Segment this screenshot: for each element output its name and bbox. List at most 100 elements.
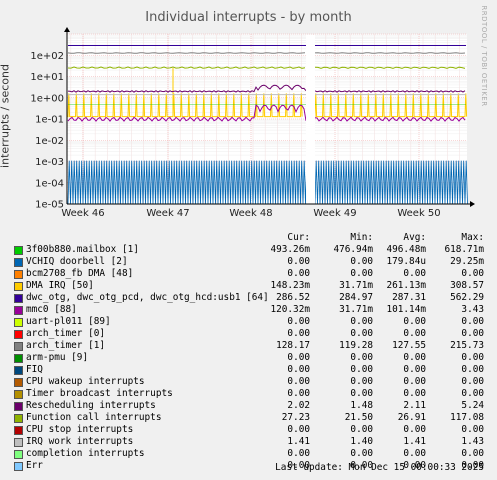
legend-min-value: 284.97: [339, 292, 373, 303]
legend-min-value: 0.00: [350, 256, 373, 267]
x-tick-label: Week 48: [229, 208, 272, 219]
legend-label: FIQ: [26, 364, 43, 375]
x-tick-label: Week 46: [61, 208, 104, 219]
col-min-header: Min:: [350, 232, 373, 243]
legend-avg-value: 127.55: [392, 340, 426, 351]
legend-max-value: 0.00: [461, 352, 484, 363]
y-tick-label: 1e-01: [35, 115, 64, 126]
legend-label: arch_timer [1]: [26, 340, 106, 351]
x-tick-labels: Week 46 Week 47 Week 48 Week 49 Week 50: [61, 208, 440, 219]
legend-min-value: 1.48: [350, 400, 373, 411]
legend-swatch: [14, 318, 23, 327]
legend-label: bcm2708_fb DMA [48]: [26, 268, 134, 279]
legend-label: DMA IRQ [50]: [26, 280, 94, 291]
legend-cur-value: 0.00: [287, 256, 310, 267]
legend-label: completion interrupts: [26, 448, 145, 459]
legend-avg-value: 0.00: [403, 352, 426, 363]
legend-table: Cur: Min: Avg: Max: 3f00b880.mailbox [1]…: [0, 232, 497, 472]
legend-max-value: 0.00: [461, 448, 484, 459]
legend-min-value: 0.00: [350, 352, 373, 363]
legend-label: Timer broadcast interrupts: [26, 388, 173, 399]
legend-swatch: [14, 270, 23, 279]
legend-cur-value: 0.00: [287, 424, 310, 435]
legend-max-value: 5.24: [461, 400, 484, 411]
legend-max-value: 117.08: [450, 412, 484, 423]
legend-cur-value: 0.00: [287, 268, 310, 279]
legend-min-value: 0.00: [350, 328, 373, 339]
legend-avg-value: 26.91: [397, 412, 426, 423]
y-axis-arrow: [64, 27, 70, 32]
legend-avg-value: 0.00: [403, 460, 426, 471]
series-line-arch-timer-1: [67, 52, 306, 54]
series-line-mmc0: [314, 116, 466, 122]
legend-label: Err: [26, 460, 43, 471]
legend-min-value: 21.50: [344, 412, 373, 423]
legend-avg-value: 0.00: [403, 388, 426, 399]
legend-min-value: 119.28: [339, 340, 373, 351]
y-tick-label: 1e+02: [30, 51, 64, 62]
legend-max-value: 0.00: [461, 316, 484, 327]
legend-avg-value: 101.14m: [386, 304, 426, 315]
legend-min-value: 0.00: [350, 448, 373, 459]
legend-avg-value: 0.00: [403, 316, 426, 327]
legend-row: arm-pmu [9] 0.00 0.00 0.00 0.00: [0, 352, 497, 364]
last-update: Last update: Mon Dec 15 00:00:33 2025: [275, 462, 484, 473]
legend-swatch: [14, 390, 23, 399]
legend-avg-value: 0.00: [403, 268, 426, 279]
legend-swatch: [14, 366, 23, 375]
legend-avg-value: 0.00: [403, 328, 426, 339]
legend-min-value: 31.71m: [339, 304, 373, 315]
legend-swatch: [14, 378, 23, 387]
col-cur-header: Cur:: [287, 232, 310, 243]
legend-max-value: 0.00: [461, 268, 484, 279]
series-line-dma-irq: [314, 93, 468, 118]
x-tick-label: Week 47: [146, 208, 189, 219]
chart-title: Individual interrupts - by month: [145, 10, 352, 25]
data-gap: [306, 35, 315, 204]
legend-row: mmc0 [88] 120.32m 31.71m 101.14m 3.43: [0, 304, 497, 316]
legend-cur-value: 0.00: [287, 316, 310, 327]
legend-max-value: 215.73: [450, 340, 484, 351]
legend-cur-value: 0.00: [287, 328, 310, 339]
legend-swatch: [14, 258, 23, 267]
legend-min-value: 0.00: [350, 388, 373, 399]
legend-max-value: 29.25m: [450, 256, 484, 267]
legend-swatch: [14, 402, 23, 411]
legend-row: IRQ work interrupts 1.41 1.40 1.41 1.43: [0, 436, 497, 448]
y-tick-label: 1e-05: [35, 200, 64, 211]
legend-cur-value: 0.00: [287, 376, 310, 387]
legend-avg-value: 0.00: [403, 376, 426, 387]
legend-cur-value: 286.52: [276, 292, 310, 303]
legend-cur-value: 0.00: [287, 352, 310, 363]
legend-swatch: [14, 462, 23, 471]
legend-avg-value: 496.48m: [386, 244, 426, 255]
legend-max-value: 0.00: [461, 364, 484, 375]
legend-label: arch_timer [0]: [26, 328, 106, 339]
chart-plot: 1e-05 1e-04 1e-03 1e-02 1e-01 1e+00 1e+01 1e+02…: [30, 27, 475, 219]
legend-row: uart-pl011 [89] 0.00 0.00 0.00 0.00: [0, 316, 497, 328]
legend-avg-value: 0.00: [403, 364, 426, 375]
legend-min-value: 0.00: [350, 376, 373, 387]
legend-label: Function call interrupts: [26, 412, 162, 423]
col-avg-header: Avg:: [403, 232, 426, 243]
legend-max-value: 618.71m: [444, 244, 484, 255]
legend-row: VCHIQ doorbell [2] 0.00 0.00 179.84u 29.25m: [0, 256, 497, 268]
plot-frame: [64, 27, 475, 207]
y-tick-label: 1e-02: [35, 136, 64, 147]
legend-min-value: 0.00: [350, 268, 373, 279]
legend-swatch: [14, 306, 23, 315]
legend-label: mmc0 [88]: [26, 304, 77, 315]
legend-cur-value: 120.32m: [270, 304, 310, 315]
x-axis-arrow: [470, 201, 475, 207]
legend-max-value: 0.00: [461, 388, 484, 399]
y-tick-labels: 1e-05 1e-04 1e-03 1e-02 1e-01 1e+00 1e+01 1e+02: [30, 51, 64, 211]
legend-max-value: 1.43: [461, 436, 484, 447]
legend-avg-value: 261.13m: [386, 280, 426, 291]
legend-row: Function call interrupts 27.23 21.50 26.91 1…: [0, 412, 497, 424]
col-max-header: Max:: [461, 232, 484, 243]
series-line-rescheduling: [314, 90, 466, 93]
legend-max-value: 0.00: [461, 376, 484, 387]
legend-max-value: 0.00: [461, 328, 484, 339]
legend-avg-value: 0.00: [403, 424, 426, 435]
legend-min-value: 0.00: [350, 460, 373, 471]
